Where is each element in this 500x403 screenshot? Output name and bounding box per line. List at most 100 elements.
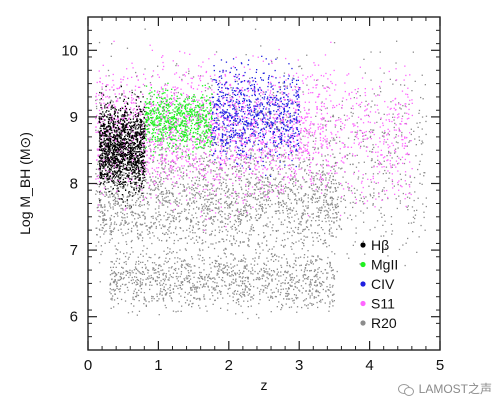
data-point xyxy=(212,243,214,245)
data-point xyxy=(259,179,261,181)
data-point xyxy=(401,135,403,138)
data-point xyxy=(284,183,287,186)
data-point xyxy=(358,162,360,164)
data-point xyxy=(195,239,198,241)
data-point xyxy=(248,204,250,207)
data-point xyxy=(267,191,269,193)
data-point xyxy=(391,233,393,235)
data-point xyxy=(308,284,310,286)
data-point xyxy=(263,184,265,187)
data-point xyxy=(340,160,342,162)
data-point xyxy=(210,144,213,146)
data-point xyxy=(154,180,156,182)
data-point xyxy=(399,158,402,161)
data-point xyxy=(109,239,111,241)
data-point xyxy=(208,99,210,101)
data-point xyxy=(127,223,129,225)
data-point xyxy=(256,203,258,205)
data-point xyxy=(186,264,188,266)
data-point xyxy=(108,170,110,173)
data-point xyxy=(404,158,406,161)
data-point xyxy=(209,277,211,279)
data-point xyxy=(332,107,334,109)
data-point xyxy=(291,242,293,244)
data-point xyxy=(172,210,174,212)
data-point xyxy=(163,171,166,173)
data-point xyxy=(127,272,129,274)
data-point xyxy=(148,227,150,229)
data-point xyxy=(234,229,237,231)
data-point xyxy=(384,193,386,195)
data-point xyxy=(113,223,116,225)
data-point xyxy=(273,95,275,97)
data-point xyxy=(262,150,264,152)
data-point xyxy=(128,204,131,206)
data-point xyxy=(423,175,425,177)
data-point xyxy=(362,174,364,176)
data-point xyxy=(395,68,397,70)
data-point xyxy=(120,78,122,80)
data-point xyxy=(109,194,111,196)
data-point xyxy=(182,167,184,169)
data-point xyxy=(222,181,224,183)
data-point xyxy=(168,168,170,170)
data-point xyxy=(141,266,143,269)
data-point xyxy=(313,178,315,180)
data-point xyxy=(131,270,133,272)
data-point xyxy=(175,148,177,150)
data-point xyxy=(110,266,112,269)
data-point xyxy=(178,76,181,78)
data-point xyxy=(215,200,217,202)
data-point xyxy=(190,221,192,223)
data-point xyxy=(207,82,209,85)
data-point xyxy=(204,279,206,281)
data-point xyxy=(293,231,295,233)
data-point xyxy=(272,297,274,299)
data-point xyxy=(275,296,277,298)
data-point xyxy=(245,286,247,288)
data-point xyxy=(246,193,248,195)
data-point xyxy=(327,204,330,206)
data-point xyxy=(331,133,333,135)
data-point xyxy=(194,176,196,178)
data-point xyxy=(287,292,289,295)
data-point xyxy=(238,183,241,185)
data-point xyxy=(369,121,371,124)
data-point xyxy=(116,281,118,283)
data-point xyxy=(395,151,397,153)
data-point xyxy=(380,91,382,93)
data-point xyxy=(192,194,194,196)
data-point xyxy=(166,94,168,96)
data-point xyxy=(105,193,107,195)
data-point xyxy=(193,242,195,244)
data-point xyxy=(239,223,241,225)
data-point xyxy=(417,126,419,128)
data-point xyxy=(139,135,141,137)
data-point xyxy=(259,252,261,255)
data-point xyxy=(291,210,293,212)
data-point xyxy=(299,111,302,113)
data-point xyxy=(378,193,380,195)
data-point xyxy=(213,179,215,181)
data-point xyxy=(261,284,263,287)
data-point xyxy=(135,177,137,180)
data-point xyxy=(362,240,364,242)
data-point xyxy=(209,159,211,161)
data-point xyxy=(275,259,277,261)
data-point xyxy=(285,114,287,116)
data-point xyxy=(95,193,97,195)
data-point xyxy=(310,282,312,284)
data-point xyxy=(338,182,340,184)
data-point xyxy=(101,250,103,253)
data-point xyxy=(298,199,300,201)
data-point xyxy=(325,290,327,293)
data-point xyxy=(373,165,375,167)
data-point xyxy=(238,96,241,98)
data-point xyxy=(117,242,120,244)
data-point xyxy=(312,303,315,305)
data-point xyxy=(263,181,265,183)
data-point xyxy=(272,230,274,232)
data-point xyxy=(216,272,218,274)
data-point xyxy=(286,298,288,300)
data-point xyxy=(175,311,177,313)
